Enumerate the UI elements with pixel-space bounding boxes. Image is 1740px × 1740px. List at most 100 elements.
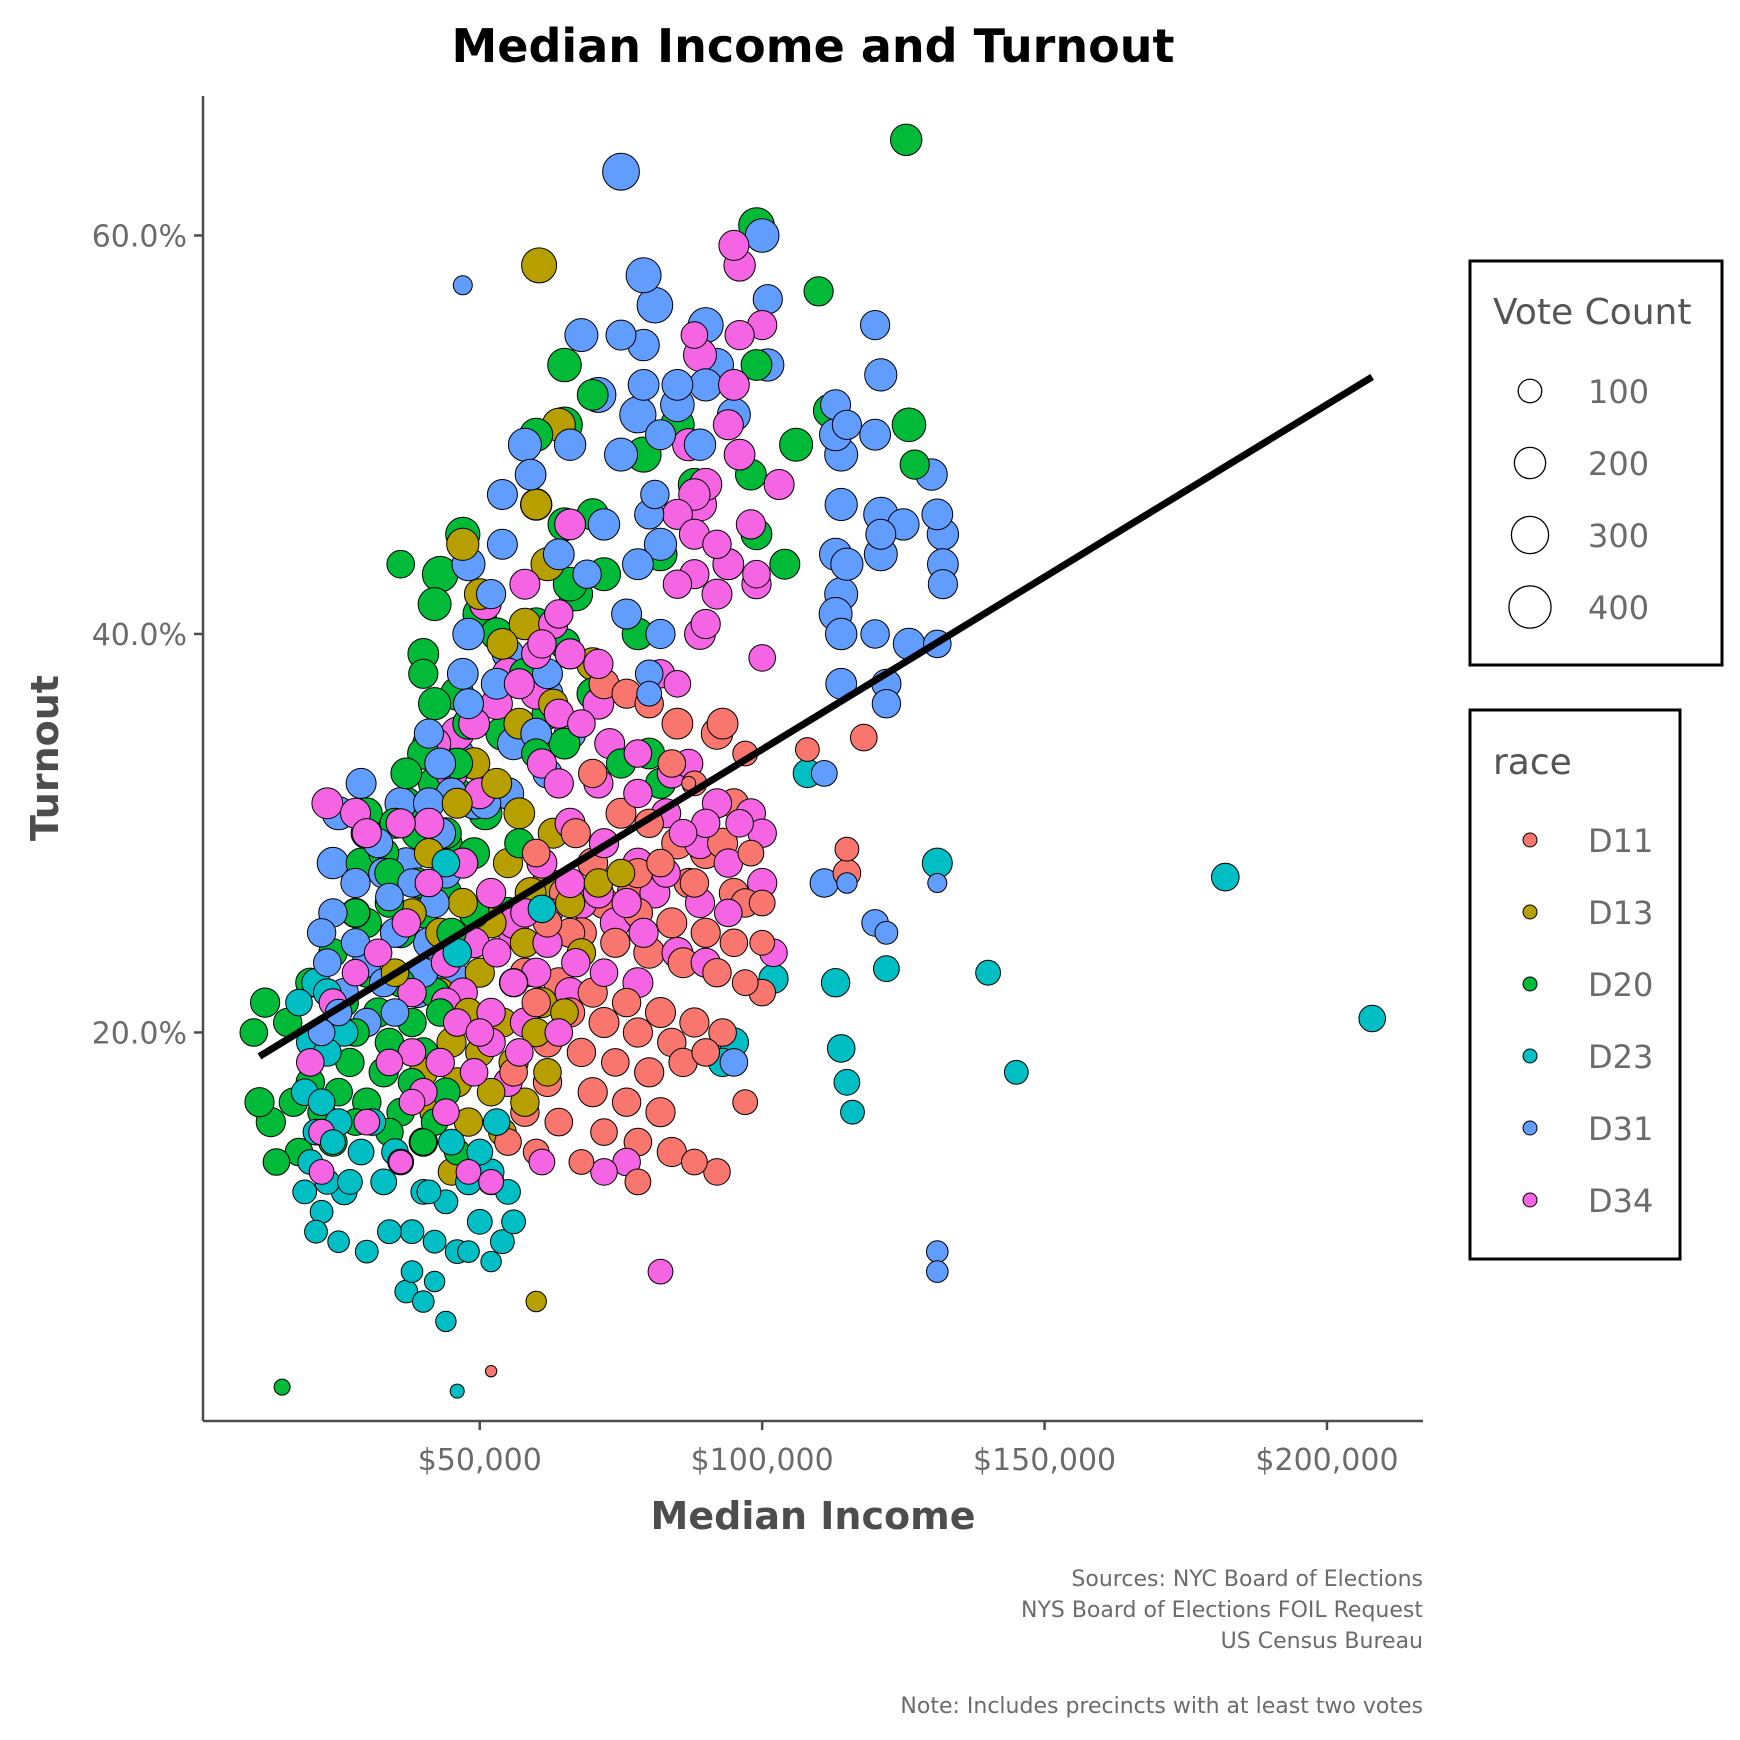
data-point-d11 bbox=[588, 1007, 620, 1038]
color-legend-box bbox=[1468, 708, 1682, 1261]
color-legend-label-d13: D13 bbox=[1588, 894, 1653, 932]
data-point-d34 bbox=[527, 629, 557, 659]
data-point-d11 bbox=[681, 1148, 708, 1176]
data-point-d34 bbox=[509, 568, 541, 600]
data-point-d31 bbox=[661, 369, 694, 401]
data-point-d31 bbox=[452, 617, 485, 651]
data-point-d23 bbox=[501, 1209, 526, 1235]
data-point-d31 bbox=[553, 428, 587, 461]
data-point-d31 bbox=[640, 479, 670, 510]
data-point-d34 bbox=[712, 409, 744, 441]
data-point-d31 bbox=[719, 1048, 749, 1077]
data-point-d34 bbox=[718, 229, 750, 261]
data-point-d23 bbox=[826, 1034, 856, 1063]
data-point-d34 bbox=[702, 529, 732, 559]
data-point-d11 bbox=[661, 707, 694, 740]
data-point-d34 bbox=[499, 968, 528, 998]
data-point-d11 bbox=[521, 987, 551, 1018]
data-point-d20 bbox=[899, 449, 930, 480]
color-legend-key-d11 bbox=[1522, 832, 1538, 848]
data-point-d34 bbox=[311, 787, 344, 820]
color-legend: race D11 D13 D20 D23 D31 D34 bbox=[1468, 708, 1682, 1261]
data-point-d31 bbox=[507, 427, 542, 462]
data-point-d11 bbox=[600, 927, 631, 958]
data-point-d11 bbox=[577, 1077, 608, 1108]
size-legend-items: 100 200 300 400 bbox=[1508, 373, 1649, 629]
data-point-d34 bbox=[647, 1258, 674, 1285]
data-point-d34 bbox=[623, 739, 653, 768]
data-point-d23 bbox=[347, 1138, 375, 1166]
data-point-d20 bbox=[273, 1378, 291, 1396]
data-point-d31 bbox=[452, 275, 473, 296]
data-point-d11 bbox=[645, 1097, 676, 1128]
data-point-d34 bbox=[526, 748, 558, 779]
data-point-d11 bbox=[795, 737, 820, 762]
color-legend-items: D11 D13 D20 D23 D31 D34 bbox=[1522, 822, 1653, 1220]
data-point-d11 bbox=[719, 928, 749, 958]
data-point-d31 bbox=[752, 284, 783, 315]
data-point-d31 bbox=[636, 680, 663, 707]
data-point-d11 bbox=[749, 929, 776, 956]
color-legend-label-d23: D23 bbox=[1588, 1038, 1653, 1076]
data-point-d20 bbox=[417, 587, 452, 622]
data-point-d20 bbox=[548, 727, 581, 760]
data-point-d23 bbox=[1211, 862, 1240, 892]
data-point-d31 bbox=[836, 872, 858, 894]
data-point-d23 bbox=[354, 1239, 379, 1264]
y-tick-label: 40.0% bbox=[92, 618, 187, 653]
data-point-d34 bbox=[503, 668, 535, 700]
data-point-d31 bbox=[424, 747, 457, 780]
data-point-d23 bbox=[840, 1099, 865, 1125]
x-tick-label: $100,000 bbox=[691, 1443, 834, 1478]
data-point-d11 bbox=[578, 758, 608, 789]
data-point-d11 bbox=[611, 987, 642, 1018]
data-point-d11 bbox=[732, 1089, 759, 1116]
data-point-d11 bbox=[706, 707, 739, 740]
data-point-d34 bbox=[363, 938, 393, 968]
data-point-d11 bbox=[566, 1037, 597, 1068]
data-point-d20 bbox=[890, 123, 923, 157]
color-legend-key-d13 bbox=[1522, 904, 1538, 920]
data-point-d31 bbox=[927, 873, 948, 893]
data-point-d34 bbox=[341, 958, 370, 987]
data-point-d11 bbox=[645, 997, 676, 1028]
data-point-d13 bbox=[533, 1058, 562, 1087]
size-legend-key bbox=[1517, 378, 1543, 404]
data-point-d34 bbox=[590, 1158, 618, 1186]
size-legend-title: Vote Count bbox=[1493, 292, 1691, 333]
data-point-d34 bbox=[476, 877, 507, 909]
data-point-d23 bbox=[466, 1138, 494, 1166]
data-point-d31 bbox=[486, 479, 518, 510]
data-point-d34 bbox=[413, 807, 445, 839]
data-point-d31 bbox=[622, 548, 654, 581]
data-point-d34 bbox=[375, 1048, 404, 1077]
data-point-d31 bbox=[926, 1260, 949, 1283]
data-point-d23 bbox=[337, 1169, 363, 1195]
color-legend-key-d20 bbox=[1522, 976, 1538, 992]
data-point-d31 bbox=[306, 918, 337, 948]
data-point-d34 bbox=[714, 898, 743, 928]
data-point-d34 bbox=[478, 1169, 505, 1195]
x-tick-label: $50,000 bbox=[418, 1443, 542, 1478]
plot-area: $50,000 $100,000 $150,000 $200,000 20.0% 40.0… bbox=[92, 96, 1423, 1478]
data-point-d34 bbox=[544, 1018, 574, 1047]
data-point-d11 bbox=[657, 749, 687, 778]
data-point-d31 bbox=[542, 538, 575, 571]
data-point-d11 bbox=[634, 1057, 665, 1088]
trend-line bbox=[257, 373, 1374, 1060]
data-point-d31 bbox=[453, 688, 484, 720]
size-legend-label: 400 bbox=[1588, 589, 1649, 627]
data-point-d11 bbox=[622, 1017, 654, 1048]
data-point-d23 bbox=[431, 848, 461, 878]
data-point-d11 bbox=[624, 1168, 652, 1196]
data-point-d31 bbox=[921, 498, 954, 531]
data-point-d34 bbox=[663, 670, 692, 698]
data-point-d31 bbox=[927, 569, 959, 600]
data-point-d11 bbox=[544, 1107, 574, 1137]
data-point-d31 bbox=[572, 559, 602, 589]
data-point-d13 bbox=[525, 1290, 547, 1313]
data-point-d11 bbox=[708, 1018, 737, 1047]
data-point-d20 bbox=[547, 347, 582, 383]
size-legend: Vote Count 100 200 300 400 bbox=[1468, 259, 1724, 667]
